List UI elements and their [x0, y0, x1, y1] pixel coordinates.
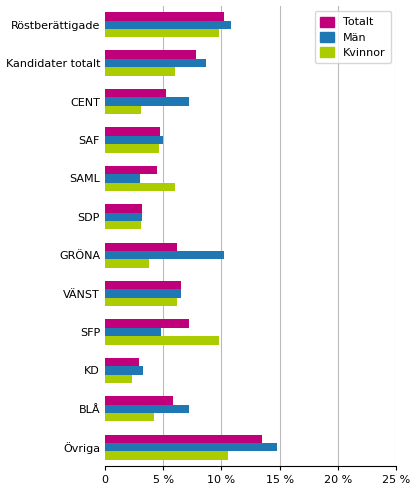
Bar: [105, 443, 277, 451]
Bar: [105, 366, 144, 375]
Bar: [105, 328, 161, 336]
Bar: [105, 405, 189, 413]
Bar: [105, 21, 231, 29]
Bar: [105, 165, 157, 174]
Bar: [105, 183, 175, 191]
Bar: [105, 289, 181, 298]
Bar: [105, 375, 132, 383]
Bar: [105, 174, 140, 183]
Bar: [105, 67, 175, 76]
Bar: [105, 413, 154, 421]
Bar: [105, 12, 224, 21]
Bar: [105, 136, 163, 144]
Bar: [105, 144, 158, 153]
Bar: [105, 127, 160, 136]
Bar: [105, 243, 177, 251]
Bar: [105, 204, 142, 213]
Legend: Totalt, Män, Kvinnor: Totalt, Män, Kvinnor: [315, 11, 391, 63]
Bar: [105, 106, 141, 114]
Bar: [105, 451, 228, 460]
Bar: [105, 435, 262, 443]
Bar: [105, 59, 206, 67]
Bar: [105, 29, 219, 37]
Bar: [105, 396, 173, 405]
Bar: [105, 259, 149, 268]
Bar: [105, 298, 177, 306]
Bar: [105, 97, 189, 106]
Bar: [105, 251, 224, 259]
Bar: [105, 221, 141, 229]
Bar: [105, 213, 142, 221]
Bar: [105, 358, 139, 366]
Bar: [105, 336, 219, 345]
Bar: [105, 51, 196, 59]
Bar: [105, 319, 189, 328]
Bar: [105, 281, 181, 289]
Bar: [105, 89, 166, 97]
